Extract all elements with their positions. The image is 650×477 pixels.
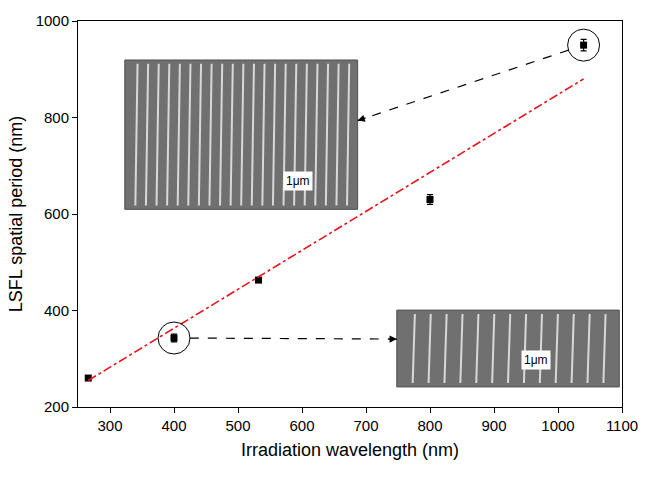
svg-text:600: 600 <box>44 205 69 222</box>
svg-text:200: 200 <box>44 398 69 415</box>
svg-text:500: 500 <box>225 417 250 434</box>
svg-text:600: 600 <box>289 417 314 434</box>
svg-text:1000: 1000 <box>36 12 69 29</box>
svg-text:1000: 1000 <box>541 417 574 434</box>
svg-text:1μm: 1μm <box>286 174 310 188</box>
svg-text:900: 900 <box>481 417 506 434</box>
svg-text:400: 400 <box>44 302 69 319</box>
svg-text:700: 700 <box>353 417 378 434</box>
svg-text:Irradiation wavelength (nm): Irradiation wavelength (nm) <box>241 440 459 460</box>
svg-text:LSFL spatial period (nm): LSFL spatial period (nm) <box>6 116 26 312</box>
svg-text:400: 400 <box>161 417 186 434</box>
svg-text:1μm: 1μm <box>524 353 548 367</box>
svg-text:1100: 1100 <box>606 417 638 434</box>
svg-text:300: 300 <box>97 417 122 434</box>
svg-text:800: 800 <box>417 417 442 434</box>
svg-text:800: 800 <box>44 109 69 126</box>
